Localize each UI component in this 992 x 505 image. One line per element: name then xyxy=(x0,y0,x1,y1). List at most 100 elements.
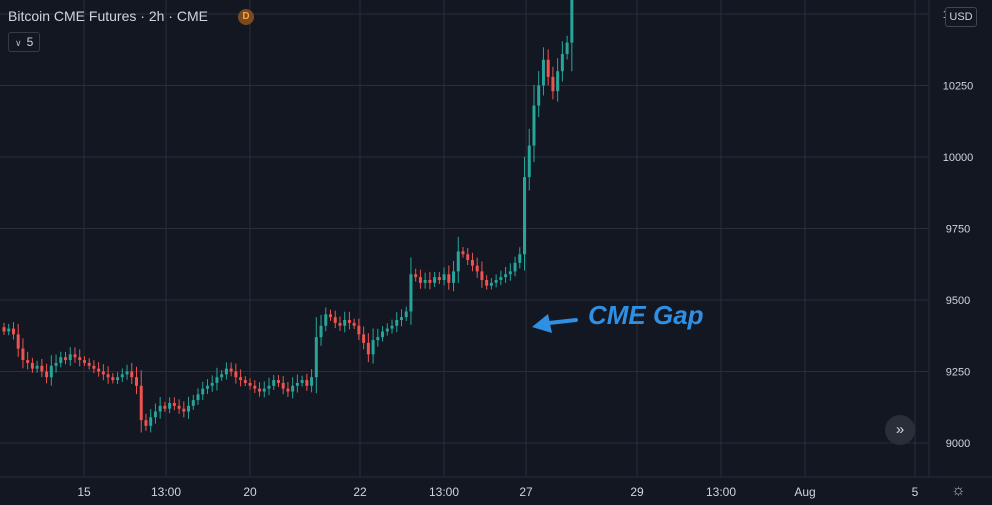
candle-body xyxy=(172,402,176,406)
candle-body xyxy=(343,320,347,326)
candle-body xyxy=(144,420,148,426)
candle-body xyxy=(229,368,233,372)
candle-body xyxy=(300,380,304,383)
candle-body xyxy=(101,371,105,375)
candle-body xyxy=(362,334,366,343)
candle-body xyxy=(26,360,30,363)
candle-body xyxy=(82,360,86,363)
candle-body xyxy=(352,322,356,326)
candle-body xyxy=(267,385,271,389)
candle-body xyxy=(551,76,555,92)
candle-body xyxy=(163,405,167,409)
candle-body xyxy=(92,365,96,369)
candle-body xyxy=(376,337,380,341)
chart-title: Bitcoin CME Futures · 2h · CME xyxy=(8,8,208,24)
candle-body xyxy=(324,314,328,326)
candle-body xyxy=(489,282,493,286)
candle-body xyxy=(281,382,285,389)
candle-body xyxy=(447,274,451,283)
candle-body xyxy=(508,271,512,275)
candle-body xyxy=(541,59,545,86)
candle-body xyxy=(196,394,200,401)
candle-body xyxy=(210,382,214,386)
candle-body xyxy=(54,362,58,366)
candle-body xyxy=(494,279,498,283)
candle-body xyxy=(409,274,413,312)
candle-body xyxy=(258,388,262,392)
candle-body xyxy=(168,402,172,409)
candle-body xyxy=(532,105,536,146)
candle-body xyxy=(485,279,489,286)
candle-body xyxy=(59,357,63,363)
chevron-down-icon[interactable]: ∨ xyxy=(15,38,22,48)
candle-body xyxy=(78,357,82,361)
candle-body xyxy=(452,271,456,283)
candle-body xyxy=(224,368,228,375)
time-tick-label: Aug xyxy=(794,485,815,499)
candle-body xyxy=(546,59,550,77)
candle-body xyxy=(523,177,527,255)
candle-body xyxy=(35,365,39,369)
price-tick-label: 10250 xyxy=(943,81,974,93)
candle-body xyxy=(97,368,101,372)
candle-body xyxy=(437,277,441,280)
candle-body xyxy=(338,322,342,326)
candle-body xyxy=(537,85,541,106)
candle-body xyxy=(49,365,53,378)
time-tick-label: 13:00 xyxy=(706,485,736,499)
candle-body xyxy=(461,251,465,255)
candles xyxy=(2,0,574,433)
candle-body xyxy=(21,348,25,361)
candle-body xyxy=(518,254,522,263)
price-tick-label: 9000 xyxy=(946,438,970,450)
candle-body xyxy=(64,357,68,361)
price-tick-label: 9250 xyxy=(946,367,970,379)
double-chevron-right-icon[interactable]: » xyxy=(885,415,915,445)
candle-body xyxy=(390,325,394,329)
time-tick-label: 20 xyxy=(243,485,257,499)
time-axis-labels: 15 13:00 20 22 13:00 27 29 13:00 Aug 5 xyxy=(77,485,918,499)
candle-body xyxy=(201,388,205,395)
time-tick-label: 15 xyxy=(77,485,91,499)
indicator-value: 5 xyxy=(26,35,34,49)
candle-body xyxy=(504,274,508,278)
candle-body xyxy=(381,331,385,338)
candle-body xyxy=(295,382,299,386)
candle-body xyxy=(366,342,370,355)
candle-body xyxy=(215,377,219,383)
time-tick-label: 27 xyxy=(519,485,533,499)
candle-body xyxy=(291,385,295,392)
candle-body xyxy=(371,340,375,355)
candle-body xyxy=(395,320,399,326)
annotation-text: CME Gap xyxy=(588,300,704,330)
candle-body xyxy=(40,365,44,372)
candle-body xyxy=(87,362,91,366)
candle-body xyxy=(205,385,209,389)
price-axis-labels: 9000925095009750100001025010500107501100… xyxy=(943,9,974,450)
candle-body xyxy=(314,337,318,378)
candle-body xyxy=(570,0,574,43)
data-source-badge[interactable]: D xyxy=(238,9,254,25)
candle-body xyxy=(480,271,484,280)
candle-body xyxy=(2,327,6,332)
time-tick-label: 5 xyxy=(912,485,919,499)
candle-body xyxy=(7,328,11,332)
price-tick-label: 9500 xyxy=(946,295,970,307)
candle-body xyxy=(120,374,124,378)
candle-body xyxy=(153,411,157,418)
candle-body xyxy=(418,277,422,283)
candle-body xyxy=(177,405,181,409)
candle-body xyxy=(272,380,276,386)
candle-body xyxy=(149,417,153,426)
currency-button[interactable]: USD xyxy=(945,7,977,27)
arrow-icon xyxy=(532,314,578,333)
candle-body xyxy=(191,400,195,406)
indicator-toggle[interactable]: ∨ 5 xyxy=(8,32,41,52)
candle-body xyxy=(68,354,72,361)
time-tick-label: 13:00 xyxy=(429,485,459,499)
candle-body xyxy=(329,314,333,318)
candle-body xyxy=(560,54,564,72)
candle-body xyxy=(357,325,361,335)
gear-icon[interactable]: ☼ xyxy=(951,482,966,499)
